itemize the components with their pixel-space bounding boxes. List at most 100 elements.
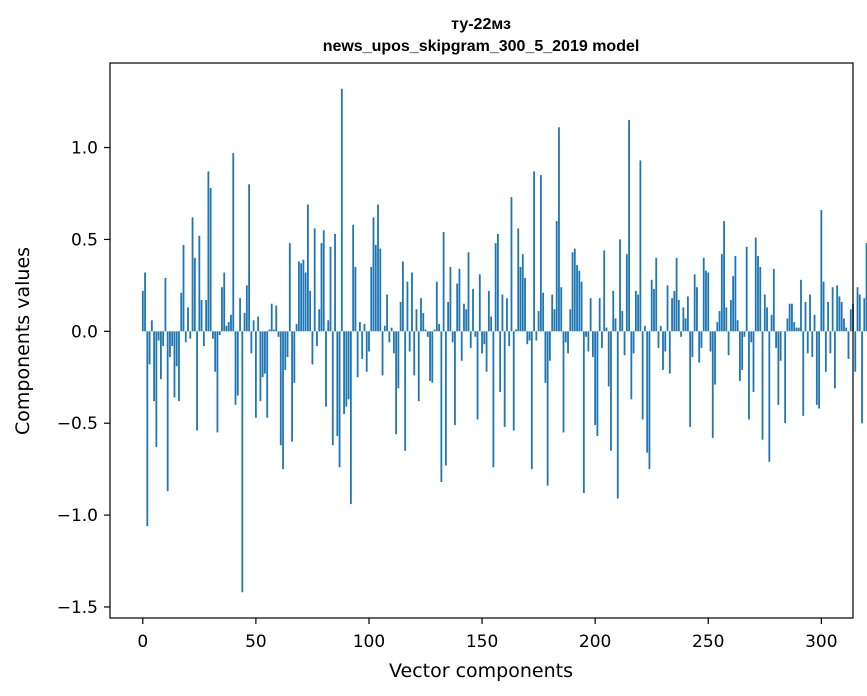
- bar: [802, 331, 805, 416]
- bar: [650, 279, 653, 332]
- bar: [232, 153, 235, 332]
- bar: [591, 331, 594, 358]
- bar: [865, 243, 867, 332]
- bar: [761, 331, 764, 440]
- bar: [476, 331, 479, 420]
- bar: [580, 281, 583, 332]
- bar: [684, 318, 687, 332]
- bar: [474, 331, 477, 337]
- bar: [770, 314, 773, 332]
- bar: [481, 331, 483, 354]
- bar: [413, 331, 416, 376]
- bar: [354, 266, 357, 332]
- bar: [542, 292, 545, 332]
- bar: [212, 331, 214, 339]
- y-tick-label: 0.5: [71, 230, 98, 250]
- bar: [241, 331, 244, 593]
- bar: [322, 230, 325, 332]
- bar: [718, 311, 721, 332]
- bar: [397, 331, 400, 389]
- bar: [383, 325, 386, 332]
- bar: [589, 298, 592, 332]
- bar: [472, 289, 474, 332]
- bar: [693, 274, 696, 332]
- bar: [279, 331, 282, 446]
- bar: [612, 290, 615, 332]
- bar: [641, 331, 644, 420]
- x-axis-label: Vector components: [389, 660, 573, 682]
- bar: [184, 331, 187, 343]
- bar: [218, 331, 221, 335]
- bar: [370, 266, 373, 332]
- bar: [675, 257, 678, 332]
- bar: [614, 318, 617, 332]
- bar: [460, 331, 463, 361]
- x-tick-label: 0: [137, 632, 148, 652]
- bar: [442, 232, 445, 332]
- bar: [549, 331, 551, 361]
- bar: [519, 266, 522, 332]
- bar: [734, 255, 737, 332]
- bar: [843, 318, 845, 332]
- bar: [447, 301, 450, 332]
- y-tick-label: −1.5: [57, 598, 98, 618]
- bar: [671, 298, 673, 332]
- bar: [490, 316, 493, 332]
- bar: [356, 331, 359, 378]
- bar: [822, 281, 825, 332]
- bar: [861, 331, 863, 424]
- y-tick-label: 1.0: [71, 139, 98, 159]
- bar: [234, 331, 237, 405]
- bar: [601, 331, 603, 348]
- bar: [716, 322, 719, 332]
- bar: [795, 327, 798, 332]
- bar: [372, 217, 375, 332]
- bar: [831, 287, 834, 332]
- x-tick-label: 150: [466, 632, 498, 652]
- bar: [725, 307, 728, 332]
- bar: [377, 204, 379, 332]
- bar: [277, 331, 280, 337]
- bar: [836, 285, 839, 332]
- bar: [736, 320, 739, 332]
- bar: [408, 331, 411, 352]
- bar: [148, 331, 151, 365]
- bar: [318, 309, 321, 332]
- bar: [157, 331, 160, 341]
- bar: [395, 331, 398, 435]
- bar: [433, 329, 436, 332]
- bar: [327, 320, 330, 332]
- bar: [340, 88, 343, 332]
- bar: [309, 290, 312, 332]
- bar: [248, 184, 251, 332]
- bar: [560, 287, 563, 332]
- bar: [440, 331, 443, 483]
- bar: [429, 331, 431, 381]
- bar: [698, 331, 701, 363]
- bar: [763, 294, 766, 332]
- bar: [331, 331, 334, 446]
- bar: [266, 331, 269, 418]
- bar: [605, 327, 608, 332]
- bar: [653, 289, 655, 332]
- bar: [404, 331, 407, 451]
- bar: [845, 327, 848, 332]
- bar: [291, 331, 293, 442]
- bar: [524, 278, 526, 332]
- bar: [745, 246, 748, 332]
- bar: [553, 309, 556, 332]
- bar: [797, 327, 800, 332]
- bar: [268, 329, 271, 332]
- bar: [444, 331, 447, 466]
- bar: [388, 331, 391, 343]
- bar: [779, 331, 782, 361]
- bar: [178, 331, 180, 402]
- bar: [191, 217, 194, 332]
- bar: [150, 320, 153, 332]
- bar: [510, 197, 513, 332]
- bar: [682, 307, 685, 332]
- bar: [840, 301, 843, 332]
- bar: [646, 331, 649, 453]
- bar: [207, 171, 210, 332]
- bar: [564, 331, 567, 343]
